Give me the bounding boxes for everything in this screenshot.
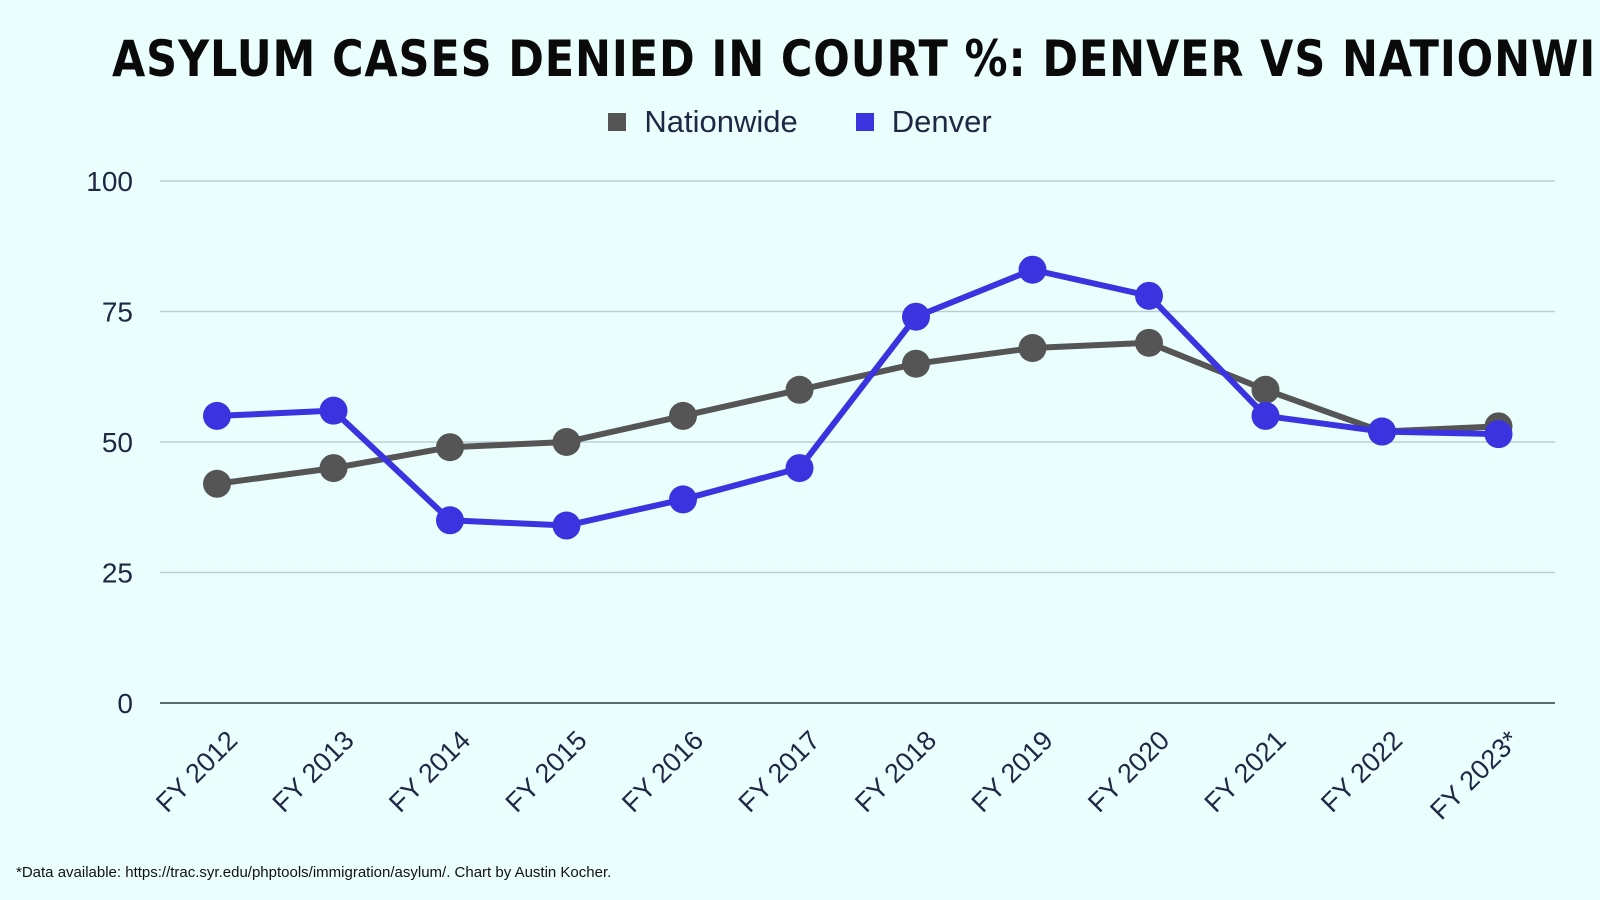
footnote: *Data available: https://trac.syr.edu/ph…	[16, 864, 612, 881]
data-point-nationwide	[552, 428, 581, 456]
x-tick-label: FY 2013	[267, 725, 360, 818]
data-point-denver	[319, 396, 348, 425]
data-point-nationwide	[1135, 328, 1163, 357]
y-tick-label: 50	[102, 427, 133, 458]
y-tick-label: 75	[102, 297, 133, 328]
data-point-nationwide	[1251, 375, 1280, 404]
y-tick-label: 25	[102, 558, 133, 589]
data-point-nationwide	[436, 433, 464, 462]
x-tick-label: FY 2014	[383, 725, 476, 818]
x-tick-label: FY 2019	[966, 725, 1059, 818]
data-point-denver	[902, 302, 930, 331]
legend-swatch-nationwide	[608, 113, 627, 131]
data-point-denver	[669, 485, 697, 514]
legend: Nationwide Denver	[0, 104, 1600, 140]
legend-item-denver: Denver	[855, 104, 992, 140]
data-point-nationwide	[1018, 334, 1047, 363]
data-point-denver	[436, 506, 464, 535]
data-point-denver	[552, 511, 581, 540]
x-tick-label: FY 2023*	[1424, 725, 1525, 826]
x-tick-label: FY 2016	[616, 725, 709, 818]
data-point-nationwide	[785, 375, 814, 404]
data-point-denver	[785, 454, 814, 483]
legend-label-nationwide: Nationwide	[644, 104, 798, 139]
legend-swatch-denver	[855, 113, 874, 131]
legend-item-nationwide: Nationwide	[608, 104, 798, 140]
data-point-nationwide	[203, 469, 231, 498]
data-point-nationwide	[319, 454, 348, 483]
data-point-nationwide	[669, 401, 697, 430]
x-tick-label: FY 2022	[1315, 725, 1408, 818]
legend-label-denver: Denver	[891, 104, 992, 139]
x-tick-label: FY 2020	[1082, 725, 1175, 818]
data-point-nationwide	[902, 349, 930, 378]
x-tick-label: FY 2021	[1199, 725, 1292, 818]
chart-title: ASYLUM CASES DENIED IN COURT %: DENVER V…	[112, 30, 1600, 88]
series-line-nationwide	[214, 339, 1502, 487]
data-point-denver	[203, 401, 231, 430]
data-point-denver	[1251, 401, 1280, 430]
data-point-denver	[1484, 420, 1513, 449]
data-point-denver	[1135, 281, 1163, 310]
x-tick-label: FY 2017	[733, 725, 826, 818]
x-tick-label: FY 2018	[849, 725, 942, 818]
y-tick-label: 0	[117, 688, 133, 719]
data-point-denver	[1018, 255, 1047, 284]
series-line-denver	[214, 266, 1502, 529]
x-tick-label: FY 2012	[150, 725, 243, 818]
y-tick-label: 100	[86, 166, 133, 197]
x-tick-label: FY 2015	[500, 725, 593, 818]
data-point-denver	[1368, 417, 1396, 446]
